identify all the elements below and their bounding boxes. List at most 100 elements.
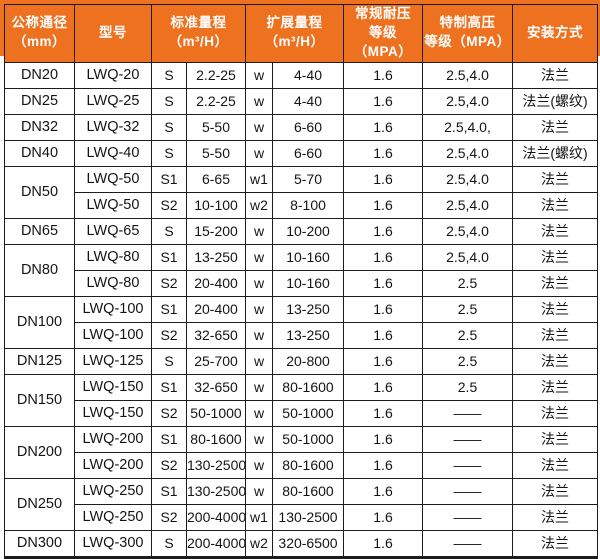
header-extended-range: 扩展量程 （m³/H） — [245, 4, 344, 63]
cell-extended-code: w — [245, 61, 273, 89]
table-row: DN20 LWQ-20 S 2.2-25 w 4-40 1.6 2.5,4.0 法兰 — [4, 61, 598, 89]
cell-special-pressure: 2.5 — [422, 269, 513, 297]
header-installation: 安装方式 — [512, 4, 598, 63]
cell-extended-code: w — [245, 217, 273, 245]
cell-standard-code: S — [151, 347, 187, 375]
cell-extended-code: w — [245, 477, 273, 505]
cell-standard-range: 130-2500 — [186, 451, 246, 479]
cell-model: LWQ-25 — [74, 87, 152, 115]
cell-regular-pressure: 1.6 — [343, 399, 423, 427]
cell-installation: 法兰 — [512, 451, 598, 479]
header-special-pressure: 特制高压 等级（MPA） — [422, 4, 513, 63]
cell-installation: 法兰 — [512, 503, 598, 531]
cell-installation: 法兰 — [512, 61, 598, 89]
cell-model: LWQ-80 — [74, 269, 152, 297]
cell-standard-range: 32-650 — [186, 373, 246, 401]
cell-extended-code: w — [245, 373, 273, 401]
cell-extended-code: w — [245, 113, 273, 141]
cell-extended-code: w1 — [245, 165, 273, 193]
cell-standard-code: S — [151, 61, 187, 89]
cell-model: LWQ-150 — [74, 399, 152, 427]
cell-nominal-diameter: DN150 — [4, 373, 75, 427]
cell-standard-code: S1 — [151, 295, 187, 323]
cell-installation: 法兰 — [512, 295, 598, 323]
cell-standard-range: 2.2-25 — [186, 87, 246, 115]
table-row: DN300 LWQ-300 S 200-4000 w2 320-6500 1.6 —— 法兰 — [4, 529, 598, 559]
table-row: DN25 LWQ-25 S 2.2-25 w 4-40 1.6 2.5,4.0 法兰(螺纹) — [4, 87, 598, 115]
table-row: LWQ-100 S2 32-650 w 13-250 1.6 2.5 法兰 — [5, 321, 598, 349]
cell-regular-pressure: 1.6 — [343, 217, 423, 245]
cell-regular-pressure: 1.6 — [343, 529, 423, 559]
cell-extended-range: 5-70 — [272, 165, 344, 193]
cell-special-pressure: —— — [422, 425, 513, 453]
cell-special-pressure: —— — [422, 529, 513, 559]
header-regular-pressure: 常规耐压 等级（MPA） — [343, 4, 423, 63]
cell-model: LWQ-200 — [74, 425, 152, 453]
cell-extended-range: 6-60 — [272, 139, 344, 167]
cell-installation: 法兰(螺纹) — [512, 87, 598, 115]
cell-extended-code: w — [245, 425, 273, 453]
cell-regular-pressure: 1.6 — [343, 477, 423, 505]
cell-extended-range: 80-1600 — [272, 451, 344, 479]
cell-special-pressure: 2.5 — [422, 321, 513, 349]
cell-extended-range: 80-1600 — [272, 477, 344, 505]
cell-regular-pressure: 1.6 — [343, 269, 423, 297]
cell-standard-range: 15-200 — [186, 217, 246, 245]
cell-regular-pressure: 1.6 — [343, 139, 423, 167]
cell-nominal-diameter: DN300 — [4, 529, 75, 559]
cell-standard-range: 50-1000 — [186, 399, 246, 427]
cell-standard-range: 5-50 — [186, 113, 246, 141]
cell-standard-code: S — [151, 113, 187, 141]
cell-extended-range: 13-250 — [272, 321, 344, 349]
cell-special-pressure: 2.5,4.0 — [422, 139, 513, 167]
table-row: DN150 LWQ-150 S1 32-650 w 80-1600 1.6 2.5 法兰 — [4, 373, 598, 427]
cell-standard-code: S — [151, 217, 187, 245]
cell-model: LWQ-150 — [74, 373, 152, 401]
cell-installation: 法兰 — [512, 321, 598, 349]
cell-installation: 法兰 — [512, 529, 598, 559]
cell-model: LWQ-100 — [74, 295, 152, 323]
table-row: LWQ-200 S2 130-2500 w 80-1600 1.6 —— 法兰 — [5, 451, 598, 479]
cell-standard-code: S1 — [151, 243, 187, 271]
cell-standard-code: S2 — [151, 191, 187, 219]
cell-nominal-diameter: DN200 — [4, 425, 75, 479]
cell-extended-range: 80-1600 — [272, 373, 344, 401]
table-row: DN100 LWQ-100 S1 20-400 w 13-250 1.6 2.5 法兰 — [4, 295, 598, 349]
cell-standard-range: 200-4000 — [186, 503, 246, 531]
cell-special-pressure: 2.5,4.0, — [422, 113, 513, 141]
cell-special-pressure: 2.5,4.0 — [422, 87, 513, 115]
cell-model: LWQ-50 — [74, 165, 152, 193]
cell-nominal-diameter: DN40 — [4, 139, 75, 167]
cell-standard-range: 2.2-25 — [186, 61, 246, 89]
header-model: 型号 — [74, 4, 152, 63]
cell-special-pressure: —— — [422, 399, 513, 427]
cell-extended-range: 13-250 — [272, 295, 344, 323]
table-header: 公称通径 （mm） 型号 标准量程 （m³/H） 扩展量程 （m³/H） 常规耐… — [4, 4, 598, 63]
cell-standard-range: 10-100 — [186, 191, 246, 219]
cell-installation: 法兰 — [512, 399, 598, 427]
cell-regular-pressure: 1.6 — [343, 191, 423, 219]
cell-special-pressure: 2.5 — [422, 347, 513, 375]
cell-regular-pressure: 1.6 — [343, 165, 423, 193]
cell-standard-range: 130-2500 — [186, 477, 246, 505]
cell-model: LWQ-125 — [74, 347, 152, 375]
cell-regular-pressure: 1.6 — [343, 503, 423, 531]
cell-standard-range: 20-400 — [186, 295, 246, 323]
cell-standard-code: S1 — [151, 425, 187, 453]
cell-regular-pressure: 1.6 — [343, 113, 423, 141]
cell-extended-range: 10-200 — [272, 217, 344, 245]
cell-extended-code: w — [245, 139, 273, 167]
cell-model: LWQ-40 — [74, 139, 152, 167]
cell-extended-range: 50-1000 — [272, 425, 344, 453]
cell-special-pressure: 2.5,4.0 — [422, 217, 513, 245]
cell-model: LWQ-250 — [74, 503, 152, 531]
cell-nominal-diameter: DN125 — [4, 347, 75, 375]
cell-installation: 法兰 — [512, 217, 598, 245]
cell-standard-range: 6-65 — [186, 165, 246, 193]
cell-standard-code: S2 — [151, 321, 187, 349]
table-row: DN32 LWQ-32 S 5-50 w 6-60 1.6 2.5,4.0, 法兰 — [4, 113, 598, 141]
cell-standard-range: 32-650 — [186, 321, 246, 349]
table-row: DN40 LWQ-40 S 5-50 w 6-60 1.6 2.5,4.0 法兰(螺纹) — [4, 139, 598, 167]
cell-standard-range: 13-250 — [186, 243, 246, 271]
